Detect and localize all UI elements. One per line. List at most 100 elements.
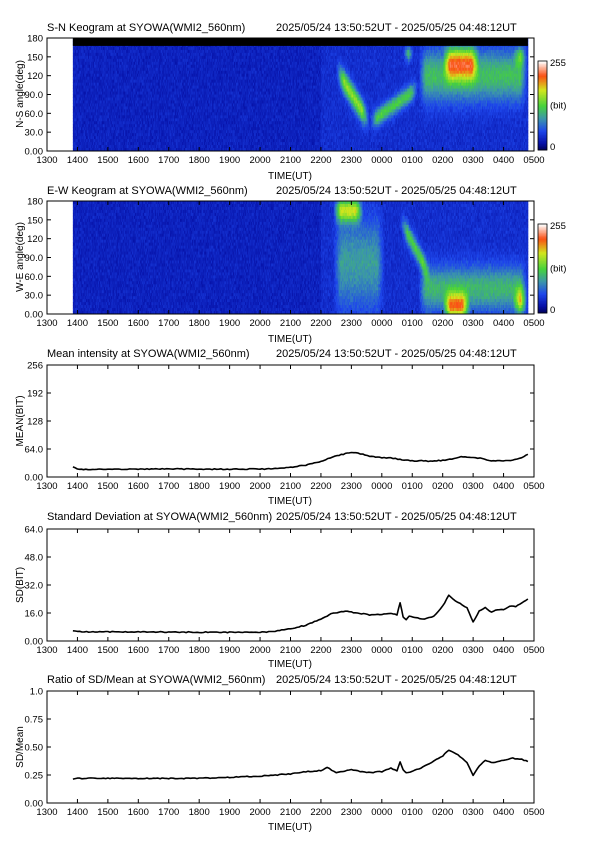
- keogram-cell: [101, 118, 104, 122]
- keogram-cell: [117, 127, 120, 131]
- keogram-cell: [81, 112, 84, 116]
- keogram-cell: [86, 52, 89, 57]
- keogram-cell: [104, 79, 107, 83]
- keogram-cell: [78, 118, 81, 122]
- keogram-cell: [80, 76, 83, 81]
- keogram-cell: [90, 139, 93, 143]
- keogram-cell: [84, 133, 87, 137]
- keogram-cell: [94, 115, 97, 119]
- keogram-cell: [94, 100, 97, 104]
- keogram-cell: [98, 52, 101, 57]
- keogram-cell: [116, 64, 119, 69]
- keogram-cell: [113, 139, 116, 143]
- keogram-cell: [112, 133, 115, 137]
- keogram-cell: [118, 79, 121, 83]
- keogram-cell: [91, 55, 94, 60]
- keogram-cell: [87, 55, 90, 60]
- keogram-cell: [93, 124, 96, 128]
- keogram-cell: [73, 61, 76, 66]
- keogram-cell: [117, 139, 120, 143]
- keogram-cell: [92, 70, 95, 75]
- keogram-cell: [72, 61, 75, 66]
- keogram-cell: [81, 124, 84, 128]
- keogram-cell: [96, 139, 99, 143]
- keogram-cell: [117, 124, 120, 128]
- keogram-cell: [108, 82, 111, 86]
- keogram-cell: [112, 130, 115, 134]
- keogram-cell: [114, 64, 117, 69]
- keogram-cell: [72, 124, 75, 128]
- keogram-cell: [106, 115, 109, 119]
- keogram-cell: [102, 46, 105, 51]
- keogram-cell: [83, 61, 86, 66]
- keogram-cell: [97, 100, 100, 104]
- keogram-cell: [92, 49, 95, 54]
- keogram-cell: [92, 67, 95, 72]
- keogram-cell: [99, 73, 102, 78]
- keogram-cell: [96, 79, 99, 83]
- keogram-cell: [80, 103, 83, 107]
- keogram-cell: [85, 85, 88, 89]
- keogram-cell: [74, 97, 77, 101]
- keogram-cell: [107, 52, 110, 57]
- keogram-cell: [85, 103, 88, 107]
- keogram-cell: [88, 118, 91, 122]
- keogram-cell: [82, 115, 85, 119]
- keogram-cell: [113, 70, 116, 75]
- keogram-cell: [73, 64, 76, 69]
- keogram-cell: [105, 76, 108, 81]
- keogram-cell: [89, 85, 92, 89]
- keogram-cell: [77, 139, 80, 143]
- keogram-cell: [73, 82, 76, 86]
- keogram-cell: [107, 85, 110, 89]
- keogram-cell: [86, 94, 89, 98]
- keogram-cell: [93, 136, 96, 140]
- keogram-cell: [94, 133, 97, 137]
- keogram-cell: [72, 67, 75, 72]
- keogram-cell: [106, 49, 109, 54]
- keogram-cell: [90, 82, 93, 86]
- keogram-cell: [84, 103, 87, 107]
- keogram-cell: [102, 73, 105, 78]
- keogram-cell: [113, 142, 116, 146]
- keogram-cell: [100, 52, 103, 57]
- keogram-cell: [117, 46, 120, 51]
- keogram-cell: [93, 100, 96, 104]
- keogram-cell: [72, 94, 75, 98]
- keogram-cell: [78, 91, 81, 95]
- keogram-cell: [108, 88, 111, 92]
- keogram-cell: [77, 112, 80, 116]
- keogram-cell: [112, 112, 115, 116]
- keogram-cell: [94, 88, 97, 92]
- keogram-cell: [114, 133, 117, 137]
- keogram-cell: [92, 94, 95, 98]
- keogram-cell: [88, 52, 91, 57]
- keogram-cell: [86, 130, 89, 134]
- keogram-cell: [104, 46, 107, 51]
- keogram-cell: [102, 106, 105, 110]
- keogram-cell: [73, 91, 76, 95]
- keogram-cell: [95, 145, 98, 149]
- keogram-cell: [77, 70, 80, 75]
- keogram-cell: [93, 106, 96, 110]
- keogram-cell: [74, 52, 77, 57]
- keogram-cell: [92, 142, 95, 146]
- keogram-cell: [96, 82, 99, 86]
- keogram-cell: [88, 124, 91, 128]
- keogram-cell: [111, 145, 114, 149]
- keogram-cell: [90, 97, 93, 101]
- keogram-cell: [78, 148, 81, 152]
- keogram-cell: [112, 52, 115, 57]
- keogram-cell: [80, 97, 83, 101]
- keogram-cell: [115, 145, 118, 149]
- keogram-cell: [107, 142, 110, 146]
- keogram-cell: [94, 142, 97, 146]
- keogram-cell: [83, 97, 86, 101]
- keogram-cell: [81, 103, 84, 107]
- keogram-cell: [117, 64, 120, 69]
- keogram-cell: [101, 46, 104, 51]
- keogram-cell: [101, 82, 104, 86]
- keogram-cell: [86, 139, 89, 143]
- keogram-cell: [73, 79, 76, 83]
- keogram-cell: [101, 76, 104, 81]
